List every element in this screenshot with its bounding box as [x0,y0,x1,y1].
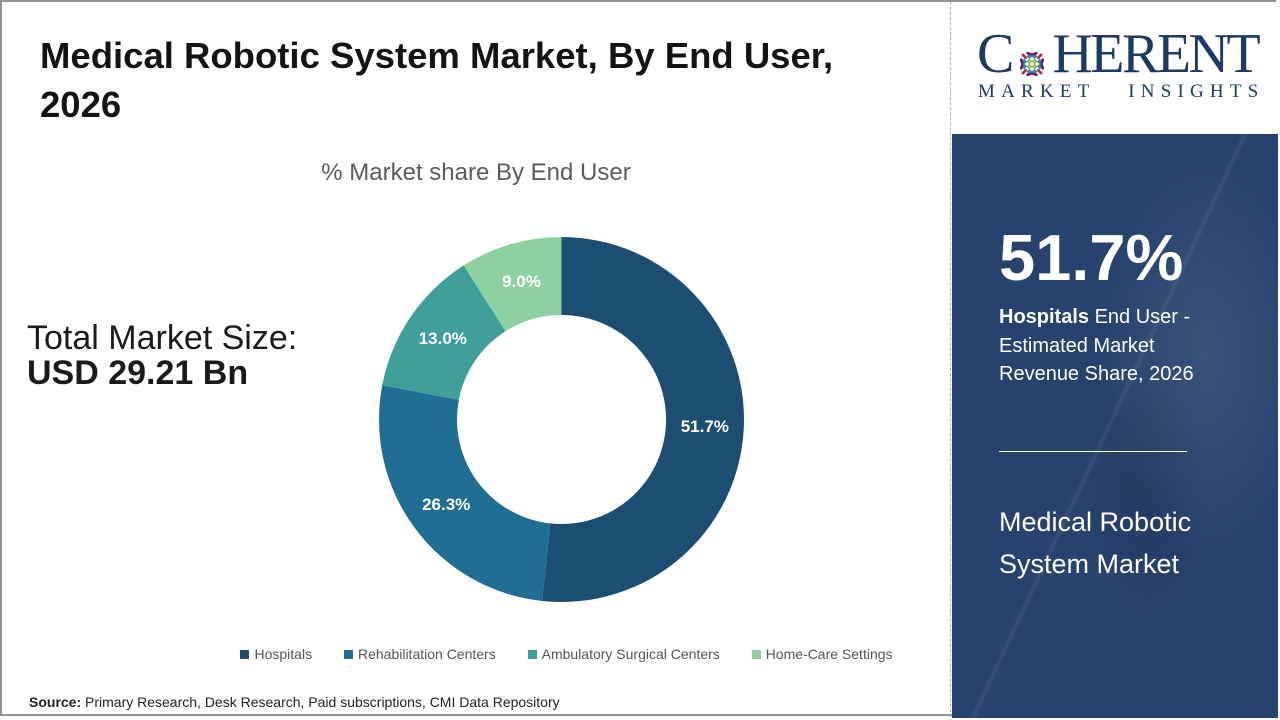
svg-text:9.0%: 9.0% [502,272,541,291]
svg-text:26.3%: 26.3% [422,495,470,514]
svg-text:51.7%: 51.7% [681,417,729,436]
svg-text:13.0%: 13.0% [419,329,467,348]
